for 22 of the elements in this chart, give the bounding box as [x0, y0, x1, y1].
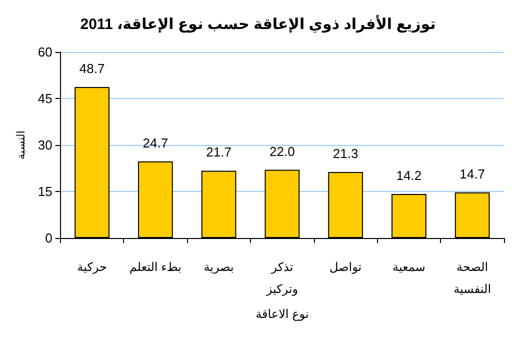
x-tick-label: حركية — [77, 260, 107, 274]
x-tick-label: تواصل — [329, 260, 362, 274]
y-tick-label: 45 — [38, 91, 52, 106]
x-axis-title: نوع الاعاقة — [256, 307, 309, 321]
x-tick-label: الصحة النفسية — [454, 260, 492, 296]
y-tick-label: 0 — [45, 230, 52, 246]
data-label: 24.7 — [142, 135, 168, 150]
x-tick-label: سمعية — [392, 260, 426, 274]
y-tick-label: 15 — [38, 184, 52, 199]
x-tick-label: تذكر وتركيز — [265, 260, 298, 296]
x-tick-label: بطء التعلم — [129, 260, 182, 274]
data-label: 48.7 — [79, 61, 105, 76]
x-tick-label: بصرية — [204, 260, 234, 274]
data-label: 21.3 — [332, 146, 358, 161]
chart-title: توزيع الأفراد ذوي الإعاقة حسب نوع الإعاقة، 2011 — [80, 14, 436, 33]
data-label: 21.7 — [206, 144, 232, 160]
data-label: 14.7 — [460, 166, 485, 182]
y-axis-title: النسبة — [16, 130, 28, 160]
y-tick-label: 60 — [38, 44, 52, 60]
y-tick-label: 30 — [38, 138, 52, 152]
data-label: 14.2 — [396, 168, 422, 183]
data-label: 22.0 — [270, 144, 295, 159]
